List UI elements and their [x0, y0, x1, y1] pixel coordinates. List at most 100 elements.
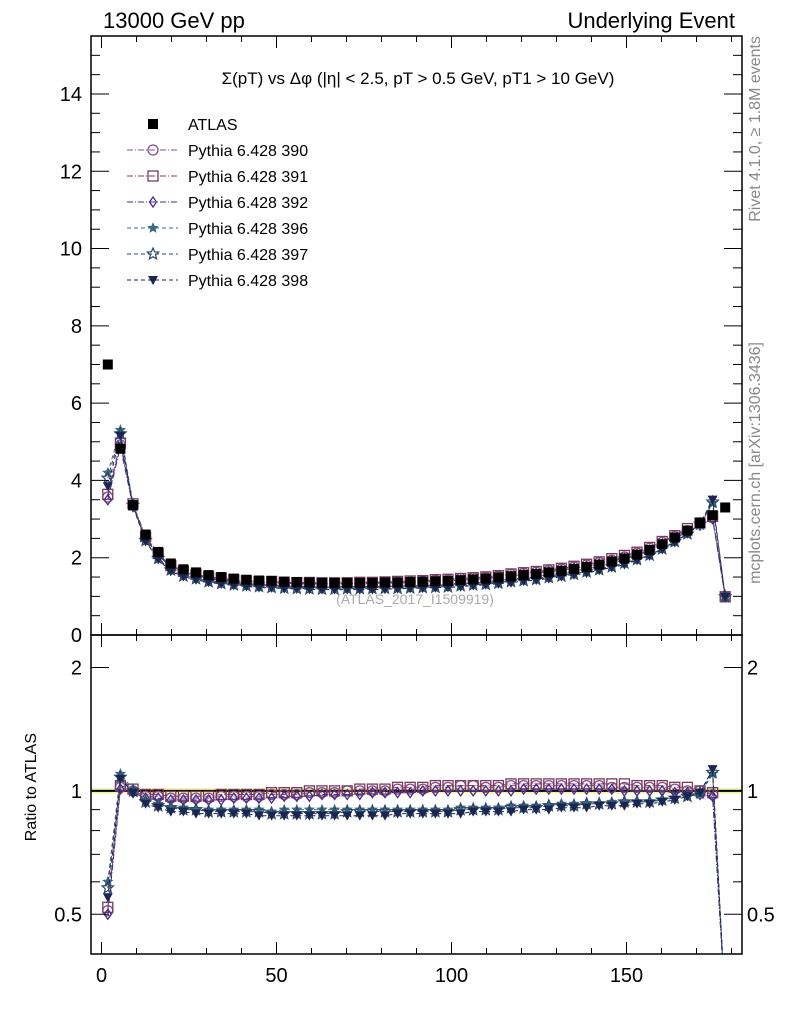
- atlas-point: [380, 577, 390, 588]
- atlas-point: [291, 577, 302, 588]
- ratio-point: [291, 811, 302, 821]
- ratio-point: [241, 809, 252, 819]
- data-point: [165, 567, 176, 577]
- atlas-point: [317, 577, 327, 588]
- data-point: [342, 585, 353, 595]
- atlas-point: [178, 564, 189, 575]
- atlas-point: [392, 577, 403, 588]
- ratio-point: [215, 788, 227, 801]
- ratio-point: [505, 778, 517, 790]
- ratio-point: [443, 784, 453, 797]
- data-point: [178, 572, 189, 582]
- ratio-point: [531, 805, 542, 815]
- analysis-watermark: (ATLAS_2017_I1509919): [336, 591, 494, 607]
- atlas-point: [128, 500, 138, 511]
- ratio-y-tick-label-right: 0.5: [747, 904, 775, 926]
- ratio-point: [468, 784, 478, 797]
- ratio-point: [557, 782, 566, 796]
- ratio-point: [518, 805, 529, 815]
- ratio-point: [417, 809, 428, 819]
- ratio-point: [128, 788, 138, 798]
- ratio-point: [202, 790, 215, 802]
- ratio-y-tick-label-right: 2: [747, 657, 758, 679]
- ratio-point: [443, 809, 453, 819]
- ratio-point: [317, 811, 327, 821]
- ratio-point: [380, 786, 390, 799]
- atlas-point: [720, 502, 731, 513]
- ratio-point: [329, 811, 340, 821]
- x-tick-label: 100: [435, 965, 468, 987]
- ratio-point: [455, 809, 466, 819]
- data-point: [291, 584, 302, 594]
- ratio-point: [556, 803, 567, 813]
- ratio-point: [393, 786, 402, 799]
- atlas-point: [669, 532, 680, 543]
- series-ratio-6: [102, 765, 723, 954]
- ratio-plot-frame: [90, 634, 743, 955]
- legend-entry-label: Pythia 6.428 396: [188, 221, 308, 238]
- data-point: [266, 583, 277, 593]
- atlas-point: [254, 575, 264, 586]
- ratio-point: [430, 809, 441, 819]
- atlas-point: [518, 570, 529, 581]
- atlas-point: [354, 577, 365, 588]
- data-point: [191, 575, 201, 585]
- y-tick-label: 4: [71, 470, 82, 492]
- atlas-point: [102, 359, 113, 370]
- legend-entry-label: Pythia 6.428 397: [188, 247, 308, 264]
- ratio-y-tick-label: 1: [71, 781, 82, 803]
- ratio-point: [153, 803, 164, 813]
- data-point: [153, 555, 164, 565]
- y-tick-label: 6: [71, 393, 82, 415]
- ratio-point: [582, 782, 591, 796]
- atlas-point: [329, 577, 340, 588]
- ratio-point: [342, 811, 353, 821]
- atlas-point: [115, 443, 126, 454]
- atlas-point: [556, 565, 567, 576]
- y-tick-label: 12: [60, 161, 82, 183]
- ratio-point: [328, 785, 341, 797]
- ratio-point: [506, 807, 516, 817]
- ratio-point: [708, 790, 717, 803]
- ratio-point: [330, 788, 339, 801]
- series-ratio-2: [102, 778, 723, 954]
- atlas-point: [417, 576, 428, 587]
- legend-entry-label: Pythia 6.428 398: [188, 273, 308, 290]
- ratio-point: [228, 809, 239, 819]
- series-line-ratio: [107, 783, 723, 954]
- ratio-point: [116, 782, 125, 796]
- data-point: [203, 578, 214, 588]
- ratio-point: [190, 790, 202, 802]
- data-point: [102, 482, 113, 492]
- atlas-point: [153, 546, 164, 557]
- ratio-point: [191, 809, 201, 819]
- legend-entry-label: Pythia 6.428 391: [188, 169, 308, 186]
- ratio-point: [317, 788, 327, 801]
- legend-marker: [145, 246, 161, 261]
- ratio-point: [140, 799, 151, 809]
- ratio-point: [494, 784, 503, 797]
- legend-marker: [147, 222, 159, 233]
- ratio-point: [368, 786, 377, 799]
- ratio-point: [656, 779, 668, 792]
- ratio-point: [468, 807, 479, 817]
- data-point: [103, 493, 113, 506]
- atlas-point: [480, 573, 491, 584]
- ratio-point: [581, 803, 592, 813]
- atlas-point: [203, 570, 214, 581]
- ratio-point: [242, 792, 251, 805]
- data-point: [707, 495, 718, 505]
- ratio-point: [480, 779, 492, 792]
- ratio-point: [404, 781, 416, 793]
- legend-entry-label: ATLAS: [188, 117, 238, 134]
- data-point: [115, 431, 126, 441]
- ratio-point: [253, 788, 265, 801]
- atlas-point: [581, 561, 592, 572]
- atlas-point: [644, 544, 655, 555]
- ratio-point: [279, 811, 290, 821]
- atlas-point: [140, 529, 151, 540]
- series-line-main: [107, 435, 726, 597]
- ratio-point: [278, 787, 290, 799]
- atlas-point: [468, 574, 479, 585]
- series-line-ratio: [107, 788, 723, 954]
